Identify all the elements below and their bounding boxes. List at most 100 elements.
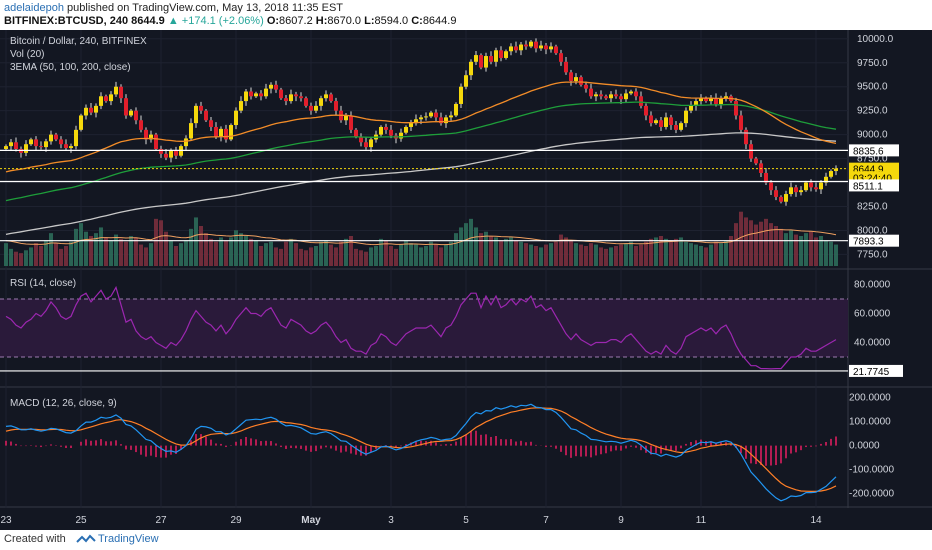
rsi-axis-label: 40.0000 [854, 338, 891, 349]
candle [134, 107, 138, 125]
volume-bar [54, 243, 58, 266]
volume-bar [314, 246, 318, 266]
candle [359, 133, 363, 147]
candle [834, 165, 838, 176]
signal-line [5, 407, 837, 492]
volume-bar [29, 247, 33, 266]
candle [269, 82, 273, 94]
volume-bar [559, 234, 563, 266]
candle [514, 41, 518, 53]
candle [534, 38, 538, 53]
volume-bar [619, 244, 623, 266]
candle [334, 97, 338, 115]
volume-bar [319, 241, 323, 266]
candle [399, 128, 403, 142]
candle [454, 102, 458, 118]
level-tag-7893: 7893.3 [853, 237, 884, 248]
volume-bar [469, 218, 473, 266]
candle [249, 87, 253, 100]
publish-text: published on TradingView.com, May 13, 20… [67, 2, 344, 14]
candle [369, 136, 373, 152]
candle [194, 103, 198, 128]
candle [754, 156, 758, 166]
volume-bar [729, 236, 733, 266]
time-axis-label: 7 [543, 515, 549, 526]
rsi-axis-label: 80.0000 [854, 280, 891, 291]
volume-bar [79, 223, 83, 266]
volume-bar [544, 244, 548, 266]
candle [49, 130, 53, 145]
time-axis-label: 27 [155, 515, 167, 526]
volume-bar [39, 246, 43, 266]
volume-bar [59, 248, 63, 266]
candle [799, 186, 803, 196]
volume-bar [254, 240, 258, 266]
volume-bar [304, 250, 308, 266]
volume-pane-title: Vol (20) [10, 49, 44, 60]
indicator-lines [0, 81, 848, 502]
level-tag-8835: 8835.6 [853, 146, 884, 157]
volume-bar [589, 243, 593, 266]
volume-bar [99, 227, 103, 266]
candle [389, 125, 393, 139]
volume-bar [444, 244, 448, 266]
volume-bar [69, 241, 73, 266]
ema50-line [5, 81, 837, 173]
volume-bar [249, 238, 253, 266]
candle [684, 107, 688, 128]
volume-bar [204, 233, 208, 266]
volume-bar [74, 228, 78, 266]
ema200-line [5, 132, 837, 236]
price-axis-label: 8250.0 [857, 202, 888, 213]
volume-bar [554, 241, 558, 266]
candle [459, 83, 463, 108]
candle [584, 81, 588, 93]
chart-area[interactable]: Bitcoin / Dollar, 240, BITFINEX Vol (20) 3… [0, 30, 932, 530]
volume-bar [114, 234, 118, 266]
candle [124, 94, 128, 119]
price-axis-label: 9500.0 [857, 82, 888, 93]
volume-bar [64, 246, 68, 266]
volume-bar [539, 247, 543, 266]
candle [29, 137, 33, 146]
volume-bar [159, 220, 163, 266]
publish-info: adelaidepoh published on TradingView.com… [4, 2, 343, 14]
candle [689, 101, 693, 114]
chart-canvas[interactable]: Bitcoin / Dollar, 240, BITFINEX Vol (20) 3… [0, 30, 932, 530]
volume-bar [19, 253, 23, 266]
volume-bar [384, 240, 388, 266]
volume-bar [394, 248, 398, 266]
high-label: H: [315, 15, 328, 27]
candle [24, 140, 28, 157]
candle [319, 95, 323, 111]
macd-axis-label: 0.0000 [849, 441, 880, 452]
candle [664, 112, 668, 130]
candle [724, 92, 728, 102]
volume-bar [269, 241, 273, 266]
candle [634, 88, 638, 101]
candle [829, 169, 833, 179]
volume-bar [209, 238, 213, 266]
volume-bar [189, 228, 193, 266]
candle [224, 124, 228, 143]
candle [214, 122, 218, 140]
chart-header: adelaidepoh published on TradingView.com… [0, 0, 932, 30]
candle [804, 180, 808, 192]
candle [404, 125, 408, 135]
candle [414, 114, 418, 126]
candle [439, 112, 443, 126]
volume-bar [734, 223, 738, 266]
candle [489, 51, 493, 65]
candle [424, 112, 428, 121]
time-axis-label: 14 [810, 515, 822, 526]
tradingview-brand-link[interactable]: TradingView [98, 533, 159, 545]
volume-bar [369, 247, 373, 266]
volume-bar [494, 237, 498, 266]
volume-bar [744, 217, 748, 266]
candle [679, 121, 683, 132]
volume-bar [374, 246, 378, 266]
author-link[interactable]: adelaidepoh [4, 2, 64, 14]
volume-bar [799, 236, 803, 266]
volume-bar [574, 243, 578, 266]
volume-bar [604, 248, 608, 266]
